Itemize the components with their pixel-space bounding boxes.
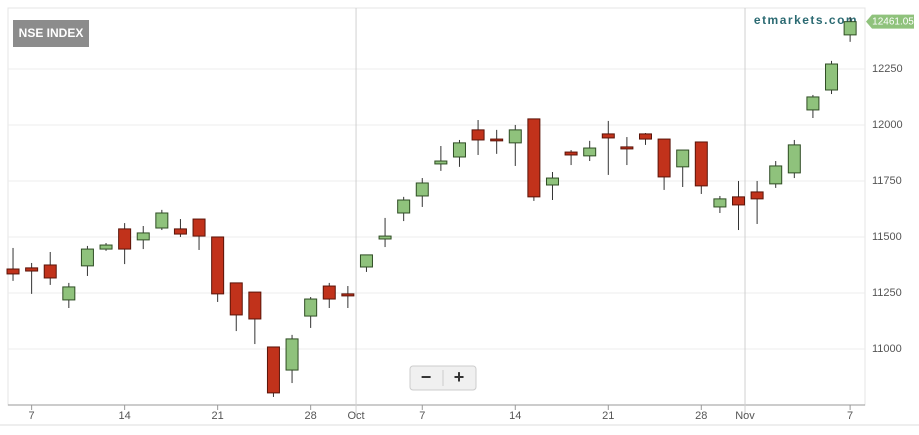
candle-body [564,151,578,156]
x-tick-label: 7 [847,410,853,422]
candle-body [843,21,857,36]
y-tick-label: 11000 [872,343,902,355]
x-tick-label: 21 [602,410,614,422]
zoom-controls: − + [409,365,477,391]
candle-body [285,338,299,371]
y-tick-label: 11750 [872,175,902,187]
candle-body [341,293,355,297]
candle-body [750,191,764,200]
candle-body [378,235,392,240]
candle-body [638,133,652,140]
candle-body [676,149,690,168]
candle-body [192,218,206,237]
candle-body [80,248,94,267]
candle-body [211,236,225,295]
candle-body [694,141,708,187]
watermark: etmarkets.com [754,13,858,27]
x-tick-label: 7 [419,410,425,422]
candle-body [6,268,20,275]
candle-body [490,138,504,142]
candle-body [620,146,634,150]
candle-body [601,133,615,139]
x-tick-label: 21 [212,410,224,422]
candle-body [583,147,597,157]
candle-body [527,118,541,198]
candle-body [508,129,522,144]
candle-body [806,96,820,111]
y-tick-label: 12250 [872,63,903,75]
candle-body [43,264,57,279]
candle-body [173,228,187,235]
candle-body [769,165,783,185]
candle-body [545,177,559,186]
candle-body [25,267,39,272]
candle-body [657,138,671,178]
x-tick-label: 14 [119,410,131,422]
zoom-out-button[interactable]: − [421,367,432,387]
y-tick-label: 11500 [872,231,902,243]
y-tick-label: 11250 [872,287,902,299]
candle-body [266,346,280,394]
chart-title: NSE INDEX [19,26,84,40]
x-month-label: Oct [347,410,364,422]
candle-body [359,254,373,268]
x-tick-label: 28 [695,410,707,422]
zoom-in-button[interactable]: + [454,367,465,387]
title-box [13,20,89,47]
candle-body [155,212,169,229]
candle-body [136,232,150,241]
candle-body [322,285,336,300]
candle-body [62,286,76,301]
candle-body [415,182,429,197]
candle-body [434,160,448,165]
candle-body [99,244,113,250]
candle-body [732,196,746,206]
grid [8,8,865,415]
candle-body [304,298,318,317]
candle-body [397,199,411,214]
y-tick-label: 12000 [872,119,903,131]
x-month-label: Nov [735,410,755,422]
x-tick-label: 14 [509,410,521,422]
candle-body [825,63,839,91]
x-tick-label: 7 [29,410,35,422]
candle-body [471,129,485,141]
price-badge [866,14,914,29]
candle-body [248,291,262,320]
candle-body [452,142,466,158]
candle-body [118,228,132,250]
x-tick-label: 28 [305,410,317,422]
candle-body [787,144,801,174]
candle-body [713,198,727,208]
candle-body [229,282,243,316]
price-badge-label: 12461.05 [872,16,914,27]
